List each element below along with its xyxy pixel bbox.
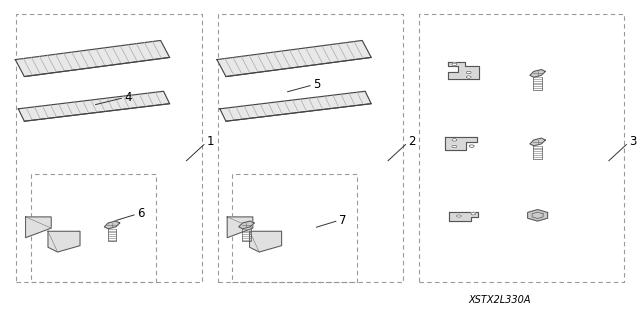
Polygon shape	[19, 91, 170, 121]
Text: 5: 5	[314, 78, 321, 91]
Polygon shape	[26, 217, 51, 238]
Text: 7: 7	[339, 214, 347, 226]
Polygon shape	[239, 221, 254, 229]
Circle shape	[467, 76, 471, 78]
Bar	[419, 14, 624, 282]
Circle shape	[467, 71, 471, 74]
Text: 3: 3	[629, 136, 637, 148]
Text: 2: 2	[408, 136, 416, 148]
Polygon shape	[227, 217, 253, 238]
Polygon shape	[449, 212, 477, 221]
Circle shape	[452, 139, 457, 141]
Polygon shape	[220, 91, 371, 121]
Polygon shape	[527, 210, 548, 221]
Circle shape	[471, 213, 476, 215]
Text: 6: 6	[138, 207, 145, 220]
Text: 1: 1	[207, 136, 214, 148]
Text: XSTX2L330A: XSTX2L330A	[468, 295, 531, 305]
Bar	[31, 174, 156, 282]
Bar	[16, 14, 202, 282]
Polygon shape	[48, 231, 80, 252]
Polygon shape	[250, 231, 282, 252]
Circle shape	[469, 145, 474, 147]
Circle shape	[456, 215, 461, 217]
Polygon shape	[15, 41, 170, 77]
Polygon shape	[445, 137, 477, 150]
Bar	[218, 14, 403, 282]
Circle shape	[452, 145, 457, 148]
Bar	[232, 174, 357, 282]
Polygon shape	[448, 62, 479, 78]
Polygon shape	[104, 221, 120, 229]
Polygon shape	[530, 138, 545, 146]
Circle shape	[452, 63, 457, 65]
Text: 4: 4	[125, 91, 132, 104]
Polygon shape	[530, 70, 545, 77]
Polygon shape	[217, 41, 371, 77]
